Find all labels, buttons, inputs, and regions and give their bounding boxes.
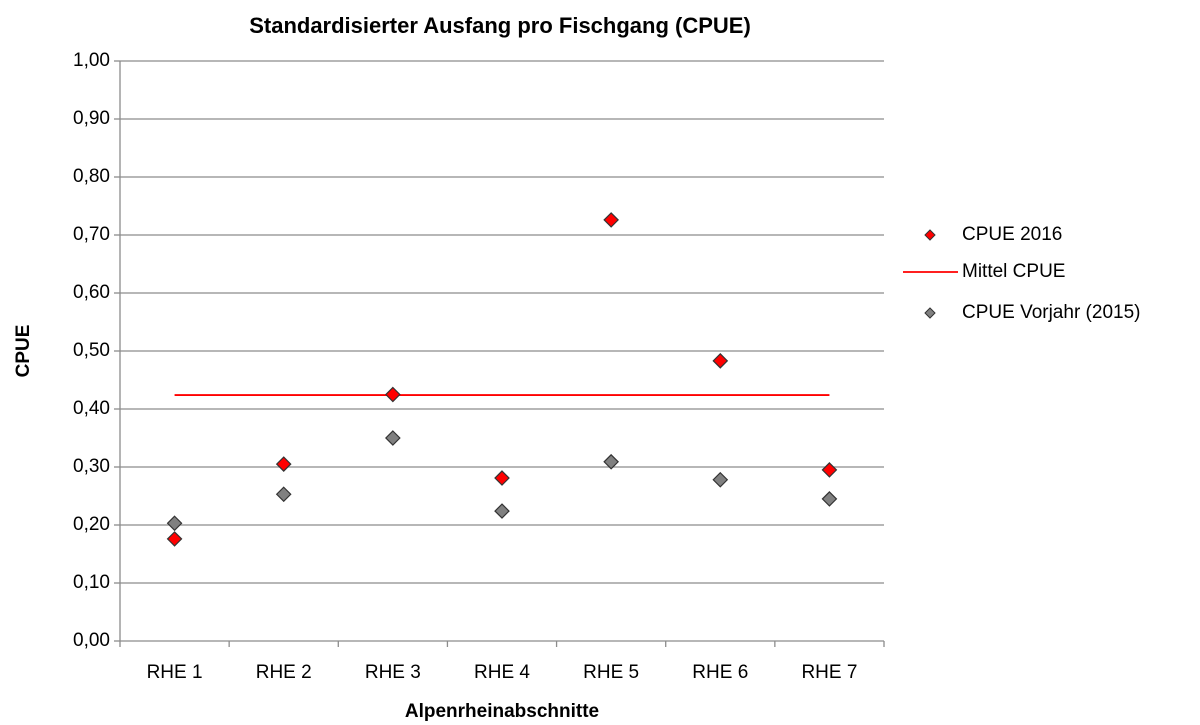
x-tick-label: RHE 7 [801,662,857,683]
marker [275,456,292,472]
y-tick-label: 1,00 [73,50,110,71]
y-tick-label: 0,60 [73,282,110,303]
marker [166,515,183,532]
x-tick-label: RHE 4 [474,662,530,683]
x-tick-label: RHE 5 [583,662,639,683]
x-tick-label: RHE 1 [147,662,203,683]
marker [821,491,838,507]
y-tick-label: 0,90 [73,108,110,129]
marker [385,386,401,403]
legend-label: CPUE 2016 [962,224,1062,245]
y-tick-label: 0,00 [73,630,110,651]
y-tick-label: 0,30 [73,456,110,477]
marker [821,462,838,478]
legend-label: Mittel CPUE [962,261,1065,282]
marker [166,531,183,547]
marker [385,430,401,446]
y-tick-label: 0,10 [73,572,110,593]
y-tick-label: 0,40 [73,398,110,419]
marker [603,212,619,228]
x-tick-label: RHE 6 [692,662,748,683]
marker [494,470,510,486]
marker [494,503,510,519]
x-tick-label: RHE 2 [256,662,312,683]
y-tick-label: 0,70 [73,224,110,245]
marker [712,353,729,369]
chart-title: Standardisierter Ausfang pro Fischgang (… [249,13,751,38]
marker [275,486,292,503]
legend-swatch [924,229,936,241]
legend-swatch [924,307,936,319]
y-tick-label: 0,80 [73,166,110,187]
marker [603,453,619,470]
marker [712,471,729,488]
x-tick-label: RHE 3 [365,662,421,683]
y-axis-label: CPUE [13,325,34,378]
x-axis-label: Alpenrheinabschnitte [405,701,599,722]
y-tick-label: 0,20 [73,514,110,535]
legend-label: CPUE Vorjahr (2015) [962,302,1140,323]
y-tick-label: 0,50 [73,340,110,361]
